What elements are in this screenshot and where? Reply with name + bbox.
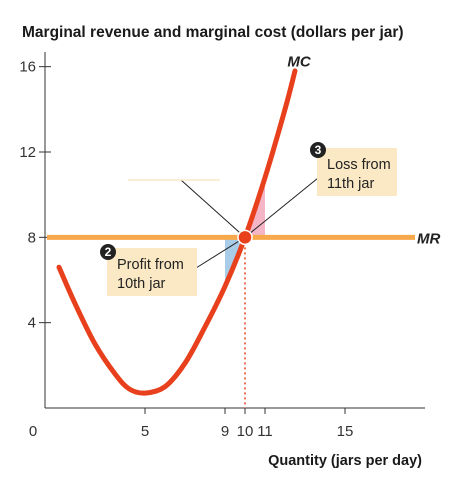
x-tick-label: 11 xyxy=(257,423,273,440)
pointer-line xyxy=(180,179,246,238)
chart-title: Marginal revenue and marginal cost (doll… xyxy=(22,24,404,41)
y-tick-label: 4 xyxy=(28,315,36,332)
x-tick-label: 10 xyxy=(237,423,254,440)
callout-box xyxy=(317,148,397,196)
mc-label: MC xyxy=(287,54,311,71)
callout-badge-number: 2 xyxy=(105,245,112,259)
callout-badge xyxy=(310,142,326,158)
callout-text-line: 10th jar xyxy=(117,276,166,292)
profit-pointer-line xyxy=(195,236,246,269)
x-tick-label: 9 xyxy=(221,423,229,440)
y-tick-label: 8 xyxy=(28,229,36,246)
loss-pointer-line xyxy=(244,177,319,238)
x-tick-label: 15 xyxy=(337,423,354,440)
mr-label: MR xyxy=(417,230,440,247)
callout-box xyxy=(107,248,197,296)
x-tick-label: 5 xyxy=(141,423,149,440)
mc-curve xyxy=(56,68,298,396)
y-tick-label: 12 xyxy=(19,144,36,161)
callout-text-line: Profit from xyxy=(117,257,184,273)
callout-badge xyxy=(100,244,116,260)
profit-callout: Profit from 10th jar 2 xyxy=(100,244,197,296)
loss-callout: Loss from 11th jar 3 xyxy=(310,142,397,196)
plot-area: 4 8 12 16 0 5 9 10 11 15 MC MR Profit from 10th jar 2 L… xyxy=(19,52,440,440)
y-tick-label: 16 xyxy=(19,59,36,76)
equilibrium-point xyxy=(237,229,253,246)
x-tick-label: 0 xyxy=(29,423,37,440)
callout-text-line: 11th jar xyxy=(327,176,374,192)
x-axis-label: Quantity (jars per day) xyxy=(268,453,422,469)
callout-badge-number: 3 xyxy=(315,143,322,157)
callout-text-line: Loss from xyxy=(327,157,391,173)
